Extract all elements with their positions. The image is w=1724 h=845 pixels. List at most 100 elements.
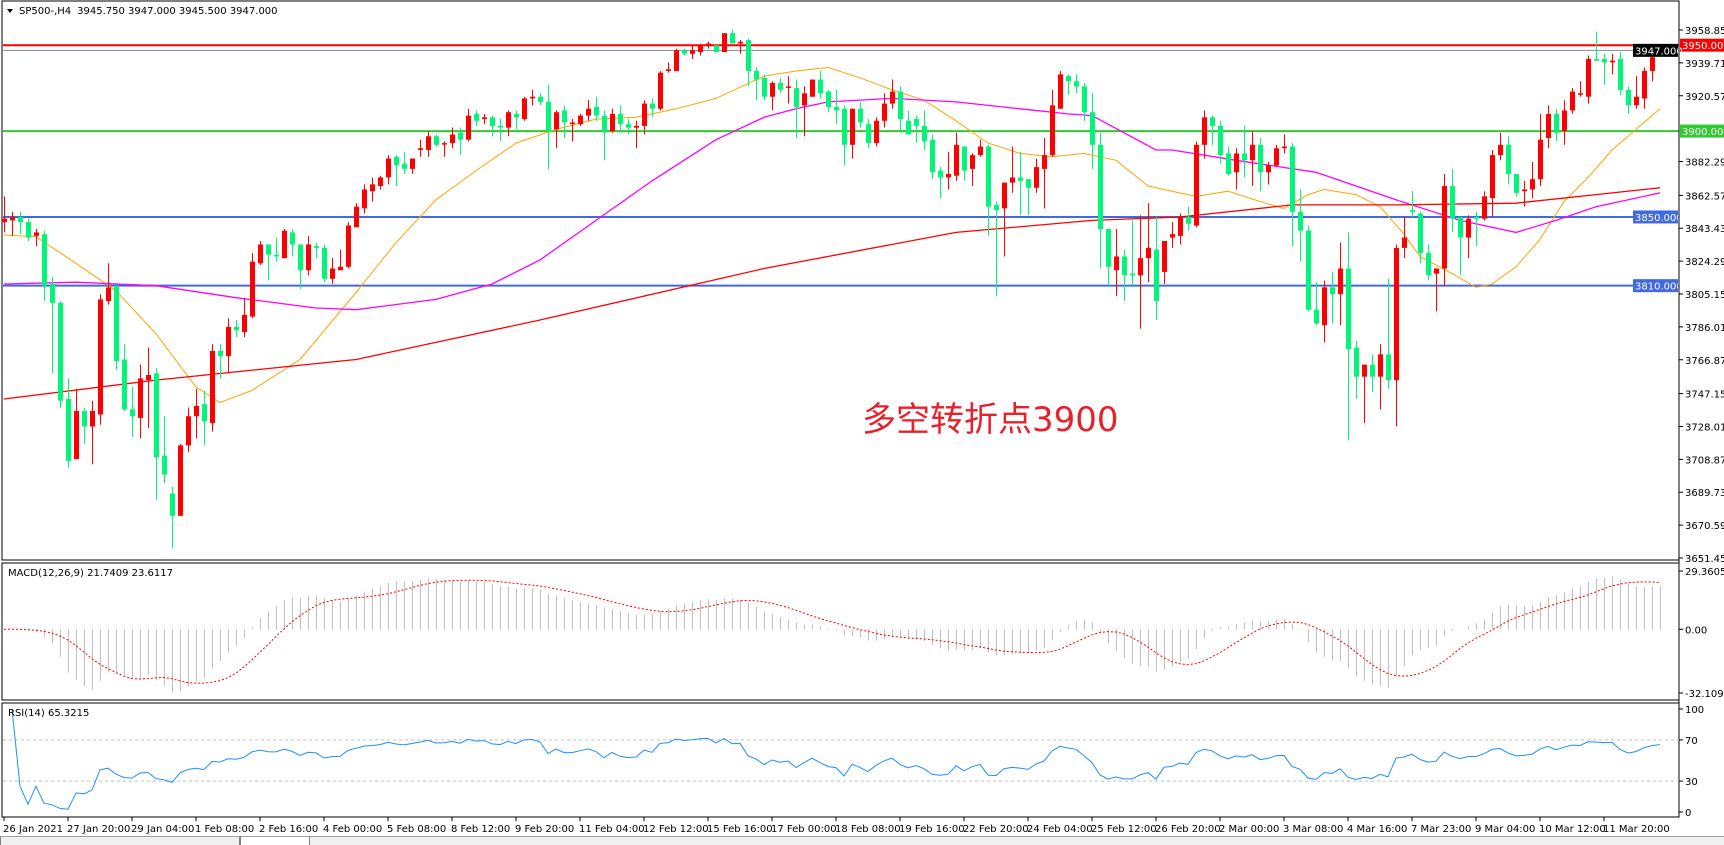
time-label: 1 Feb 08:00: [195, 824, 254, 835]
time-label: 2 Mar 00:00: [1219, 824, 1279, 835]
candle-body: [42, 234, 47, 286]
candle-body: [170, 493, 175, 516]
candle-body: [874, 120, 879, 144]
candle: [314, 242, 319, 259]
candle-body: [522, 98, 527, 120]
candle-body: [754, 70, 759, 80]
candle: [1274, 144, 1279, 168]
candle-body: [1066, 76, 1071, 82]
candle-body: [730, 33, 735, 44]
price-tick-label: 3747.150: [1685, 390, 1724, 401]
time-label: 17 Feb 00:00: [771, 824, 837, 835]
price-tick-label: 3786.010: [1685, 323, 1724, 334]
collapse-triangle-icon[interactable]: [7, 9, 13, 13]
candle: [1130, 220, 1135, 288]
candle: [50, 277, 55, 374]
macd-pane-frame: [1, 562, 1680, 701]
candle-body: [1130, 273, 1135, 276]
time-label: 18 Feb 08:00: [835, 824, 901, 835]
candle: [1474, 211, 1479, 247]
candle-body: [418, 148, 423, 150]
candle-body: [1154, 249, 1159, 302]
chart-tab-active[interactable]: [240, 837, 310, 845]
candle-body: [1226, 153, 1231, 175]
candle-body: [362, 189, 367, 209]
candle: [1610, 53, 1615, 75]
candle: [1266, 162, 1271, 185]
candle-body: [258, 244, 263, 264]
chart-tab[interactable]: [0, 837, 240, 845]
candle: [698, 43, 703, 56]
candle: [938, 167, 943, 199]
candle-body: [1434, 268, 1439, 274]
candle: [74, 388, 79, 460]
price-tick-label: 3920.570: [1685, 92, 1724, 103]
candles: [2, 29, 1663, 549]
candle-body: [642, 103, 647, 126]
candle-body: [226, 326, 231, 357]
candle: [1306, 225, 1311, 312]
rsi-tick-label: 100: [1685, 705, 1704, 716]
candle: [450, 127, 455, 149]
candle: [42, 230, 47, 302]
candle: [730, 29, 735, 44]
candle: [1122, 249, 1127, 302]
candle: [1490, 149, 1495, 217]
candle-body: [426, 136, 431, 150]
price-tick-label: 3708.870: [1685, 455, 1724, 466]
candle: [1562, 100, 1567, 145]
candle: [410, 158, 415, 175]
candle-body: [298, 244, 303, 271]
candle-body: [810, 79, 815, 97]
candle-body: [986, 146, 991, 207]
candle-body: [1330, 287, 1335, 295]
candle: [1050, 89, 1055, 157]
candle-body: [1018, 177, 1023, 181]
rsi-pane[interactable]: RSI(14) 65.3215 100 70 30 0: [1, 702, 1704, 819]
candle: [810, 79, 815, 97]
candle: [674, 48, 679, 71]
candle-body: [1570, 91, 1575, 111]
current-price-tag: 3947.000: [1635, 46, 1683, 57]
candle: [970, 153, 975, 187]
macd-pane[interactable]: MACD(12,26,9) 21.7409 23.6117 29.3605 0.0…: [1, 562, 1724, 701]
price-pane[interactable]: 多空转折点3900 SP500-,H4 3945.750 3947.000 394…: [1, 0, 1724, 817]
candle: [1538, 113, 1543, 187]
candle-body: [570, 122, 575, 124]
candle-body: [946, 174, 951, 178]
candle: [1450, 168, 1455, 233]
candle: [394, 155, 399, 187]
candle: [242, 297, 247, 338]
candle: [618, 105, 623, 133]
candle-body: [242, 314, 247, 333]
candle-body: [1546, 113, 1551, 138]
candle: [322, 244, 327, 283]
price-tag-3950-bg: [1680, 38, 1724, 52]
candle: [154, 368, 159, 501]
candle: [1042, 137, 1047, 209]
candle: [1554, 108, 1559, 142]
macd-series: [3, 576, 1661, 693]
candle-body: [1458, 216, 1463, 238]
candle-body: [1210, 117, 1215, 126]
price-tick-label: 3824.290: [1685, 257, 1724, 268]
candle-body: [1554, 113, 1559, 133]
candle: [1258, 137, 1263, 192]
price-tick-label: 3958.850: [1685, 26, 1724, 37]
macd-tick-label: 0.00: [1685, 625, 1707, 636]
candle-body: [594, 107, 599, 116]
candle: [986, 144, 991, 236]
candle-body: [506, 112, 511, 128]
candle-body: [1402, 237, 1407, 248]
candle: [906, 110, 911, 135]
candle-body: [514, 113, 519, 118]
candle: [706, 41, 711, 49]
candle: [1602, 53, 1607, 85]
candle: [1370, 354, 1375, 393]
candle-body: [1514, 174, 1519, 193]
price-tick-label: 3805.150: [1685, 290, 1724, 301]
chart-tabs-bar: [0, 836, 1724, 845]
candle-body: [930, 139, 935, 173]
candle-body: [1114, 256, 1119, 271]
